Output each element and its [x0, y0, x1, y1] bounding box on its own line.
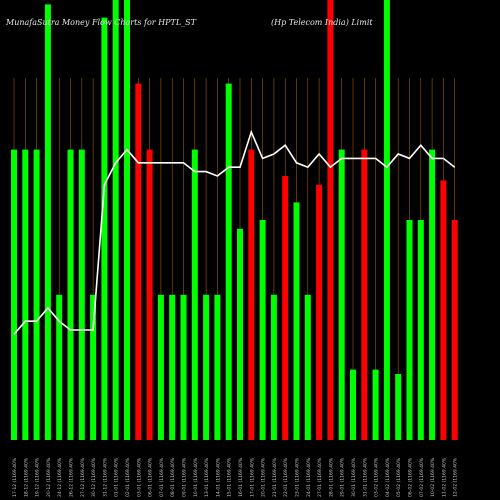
- money-flow-bar: [78, 149, 85, 440]
- x-tick-label: 31-01 (1169.40%: [362, 457, 368, 497]
- money-flow-bar: [101, 17, 108, 440]
- x-tick-label: 11-02 (1169.40%: [441, 457, 447, 497]
- x-tick-label: 19-12 (1169.40%: [35, 457, 41, 497]
- money-flow-bar: [225, 83, 232, 440]
- money-flow-bar: [237, 228, 243, 440]
- x-tick-label: 07-01 (1169.40%: [159, 457, 165, 497]
- x-tick-label: 20-12 (1169.40%: [46, 457, 52, 497]
- x-tick-label: 18-12 (1169.40%: [23, 457, 29, 497]
- money-flow-bar: [203, 294, 210, 440]
- money-flow-bar: [248, 149, 255, 440]
- money-flow-bar: [361, 149, 368, 440]
- money-flow-bar: [33, 149, 40, 440]
- x-tick-label: 28-01 (1169.40%: [328, 457, 334, 497]
- x-tick-label: 02-01 (1169.40%: [125, 457, 131, 497]
- x-tick-label: 17-12 (1169.40%: [12, 457, 18, 497]
- money-flow-bar: [395, 374, 402, 440]
- money-flow-bar: [191, 149, 198, 440]
- money-flow-bar: [112, 0, 119, 440]
- money-flow-bar: [304, 294, 311, 440]
- money-flow-bar: [124, 0, 130, 440]
- money-flow-bar: [316, 184, 323, 440]
- x-tick-label: 27-01 (1169.40%: [317, 457, 323, 497]
- x-tick-label: 30-12 (1169.40%: [91, 457, 97, 497]
- x-tick-label: 12-02 (1169.40%: [453, 457, 459, 497]
- x-tick-label: 16-01 (1169.40%: [238, 457, 244, 497]
- x-tick-label: 27-12 (1169.40%: [80, 457, 86, 497]
- x-tick-label: 10-02 (1169.40%: [430, 457, 436, 497]
- trend-line: [13, 129, 456, 335]
- x-tick-label: 29-01 (1169.40%: [340, 457, 346, 497]
- x-tick-label: 15-01 (1169.40%: [227, 457, 233, 497]
- x-tick-label: 09-01 (1169.40%: [182, 457, 188, 497]
- x-tick-label: 26-12 (1169.40%: [69, 457, 75, 497]
- x-tick-label: 06-01 (1169.40%: [148, 457, 154, 497]
- money-flow-bar: [135, 83, 142, 440]
- money-flow-bar: [157, 294, 164, 440]
- money-flow-bar: [440, 180, 447, 440]
- x-tick-label: 10-01 (1169.40%: [193, 457, 199, 497]
- money-flow-bar: [11, 149, 17, 440]
- company-name: (Hp Telecom India) Limit: [271, 18, 373, 27]
- money-flow-bar: [169, 294, 176, 440]
- money-flow-bar: [282, 176, 289, 440]
- money-flow-bar: [451, 220, 458, 440]
- x-tick-label: 21-01 (1169.40%: [272, 457, 278, 497]
- money-flow-bar: [417, 220, 424, 440]
- x-tick-label: 03-02 (1169.40%: [374, 457, 380, 497]
- money-flow-bar: [22, 149, 29, 440]
- x-tick-label: 01-01 (1169.40%: [114, 457, 120, 497]
- money-flow-bar: [327, 0, 334, 440]
- money-flow-bar: [56, 294, 63, 440]
- x-tick-label: 04-02 (1169.40%: [385, 457, 391, 497]
- money-flow-bar: [338, 149, 345, 440]
- x-tick-label: 23-01 (1169.40%: [295, 457, 301, 497]
- x-tick-label: 05-02 (1169.40%: [396, 457, 402, 497]
- x-tick-label: 31-12 (1169.40%: [102, 457, 108, 497]
- money-flow-bar: [259, 220, 266, 440]
- x-tick-label: 17-01 (1169.40%: [249, 457, 255, 497]
- trend-line-path: [13, 129, 456, 335]
- money-flow-bar: [90, 294, 97, 440]
- x-tick-label: 22-01 (1169.40%: [283, 457, 289, 497]
- money-flow-bar: [146, 149, 153, 440]
- bars: [11, 0, 458, 441]
- x-tick-label: 20-01 (1169.40%: [261, 457, 267, 497]
- money-flow-bar: [44, 4, 51, 441]
- money-flow-bar: [270, 294, 277, 440]
- money-flow-bar: [383, 0, 390, 440]
- money-flow-bar: [429, 149, 436, 440]
- money-flow-bar: [406, 220, 413, 440]
- x-tick-label: 13-01 (1169.40%: [204, 457, 210, 497]
- x-tick-label: 08-01 (1169.40%: [170, 457, 176, 497]
- chart-title: MunafaSutra Money Flow Charts for HPTL_S…: [6, 18, 196, 27]
- x-tick-label: 24-12 (1169.40%: [57, 457, 63, 497]
- x-tick-label: 07-02 (1169.40%: [419, 457, 425, 497]
- x-tick-label: 30-01 (1169.40%: [351, 457, 357, 497]
- money-flow-bar: [180, 294, 187, 440]
- money-flow-bar: [372, 369, 379, 440]
- x-tick-label: 14-01 (1169.40%: [215, 457, 221, 497]
- x-axis-labels: 17-12 (1169.40% 18-12 (1169.40% 19-12 (116…: [12, 457, 459, 497]
- x-tick-label: 06-02 (1169.40%: [408, 457, 414, 497]
- money-flow-bar: [350, 369, 356, 440]
- x-tick-label: 24-01 (1169.40%: [306, 457, 312, 497]
- money-flow-bar: [67, 149, 74, 440]
- x-tick-label: 03-01 (1169.40%: [136, 457, 142, 497]
- money-flow-bar: [293, 202, 300, 440]
- money-flow-bar: [214, 294, 221, 440]
